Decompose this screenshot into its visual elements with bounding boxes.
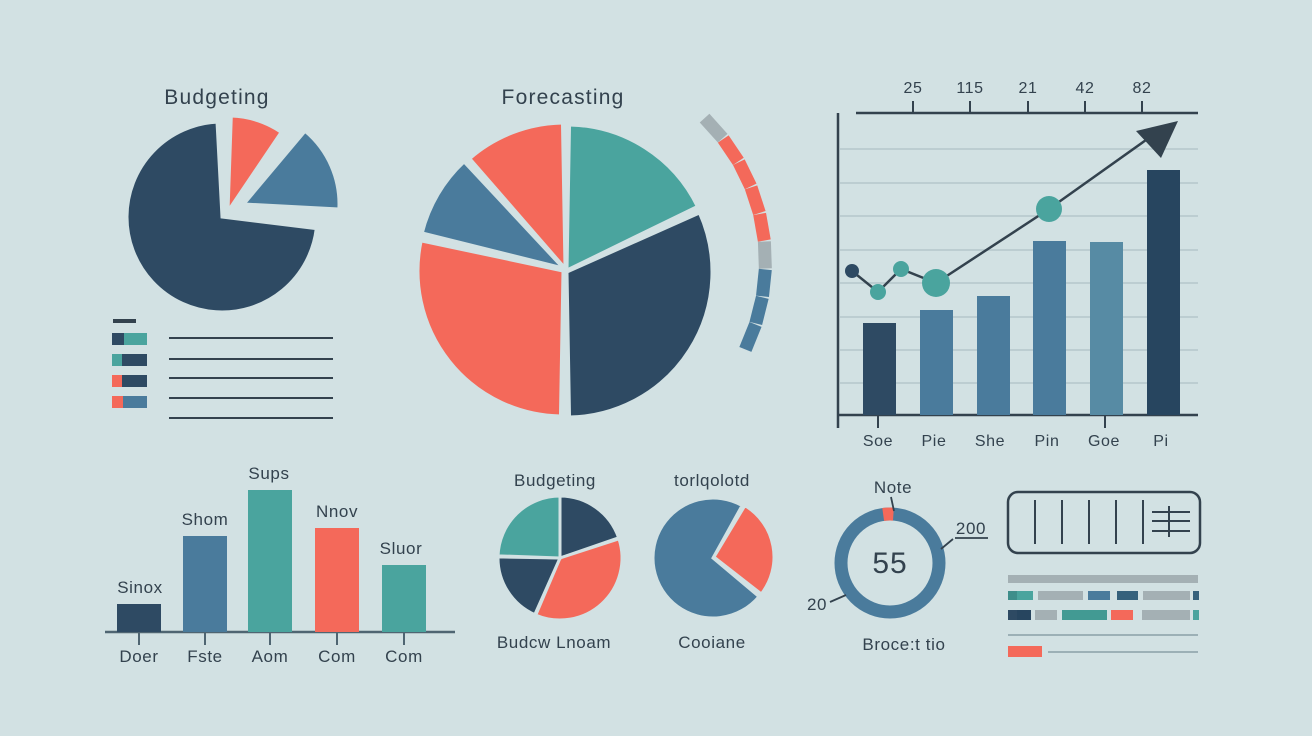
donut-right-value: 200 [955, 519, 987, 538]
axis-value: 82 [1132, 80, 1152, 97]
donut-top-label: Note [873, 478, 913, 497]
bar-top-label: Shom [181, 510, 229, 529]
trend-x-label: Pie [921, 433, 947, 450]
mini-pie-budgeting [496, 494, 624, 622]
axis-value: 25 [903, 80, 923, 97]
budgeting-pie-chart [125, 114, 341, 314]
mini-pie-secondary [651, 496, 776, 620]
bar-x-label: Aom [251, 647, 289, 666]
trend-x-label: Goe [1087, 433, 1121, 450]
budgeting-title: Budgeting [164, 86, 270, 109]
donut-left-value: 20 [806, 595, 828, 614]
bar-x-label: Com [318, 647, 356, 666]
table-icon [1006, 490, 1202, 555]
mini-pie-title: Budgeting [514, 471, 596, 490]
bar-top-label: Sinox [117, 578, 163, 597]
trend-x-label: Soe [862, 433, 894, 450]
donut-caption: Broce:t tio [862, 635, 946, 654]
axis-value: 21 [1018, 80, 1038, 97]
dashed-gauge-arc [699, 113, 772, 352]
forecasting-pie-chart [416, 121, 714, 419]
bar-top-label: Sluor [379, 539, 423, 558]
trend-x-label: Pi [1153, 433, 1169, 450]
bar-x-label: Doer [119, 647, 159, 666]
trend-x-label: She [974, 433, 1006, 450]
data-rows-block [1008, 575, 1199, 657]
donut-center-value: 55 [872, 547, 908, 580]
axis-value: 115 [956, 80, 984, 97]
category-bar-chart [105, 490, 455, 645]
bar-x-label: Com [385, 647, 423, 666]
donut-chart [829, 496, 988, 619]
bar-top-label: Sups [248, 464, 290, 483]
legend-block [112, 319, 333, 419]
axis-value: 42 [1075, 80, 1095, 97]
mini-pie-caption: Budcw Lnoam [496, 633, 612, 652]
mini-pie-caption: Cooiane [678, 633, 746, 652]
bar-top-label: Nnov [315, 502, 359, 521]
forecasting-title: Forecasting [501, 86, 625, 109]
trend-x-label: Pin [1034, 433, 1060, 450]
bar-x-label: Fste [187, 647, 223, 666]
mini-pie-title: torlqolotd [674, 471, 750, 490]
trend-combo-chart [836, 101, 1198, 428]
